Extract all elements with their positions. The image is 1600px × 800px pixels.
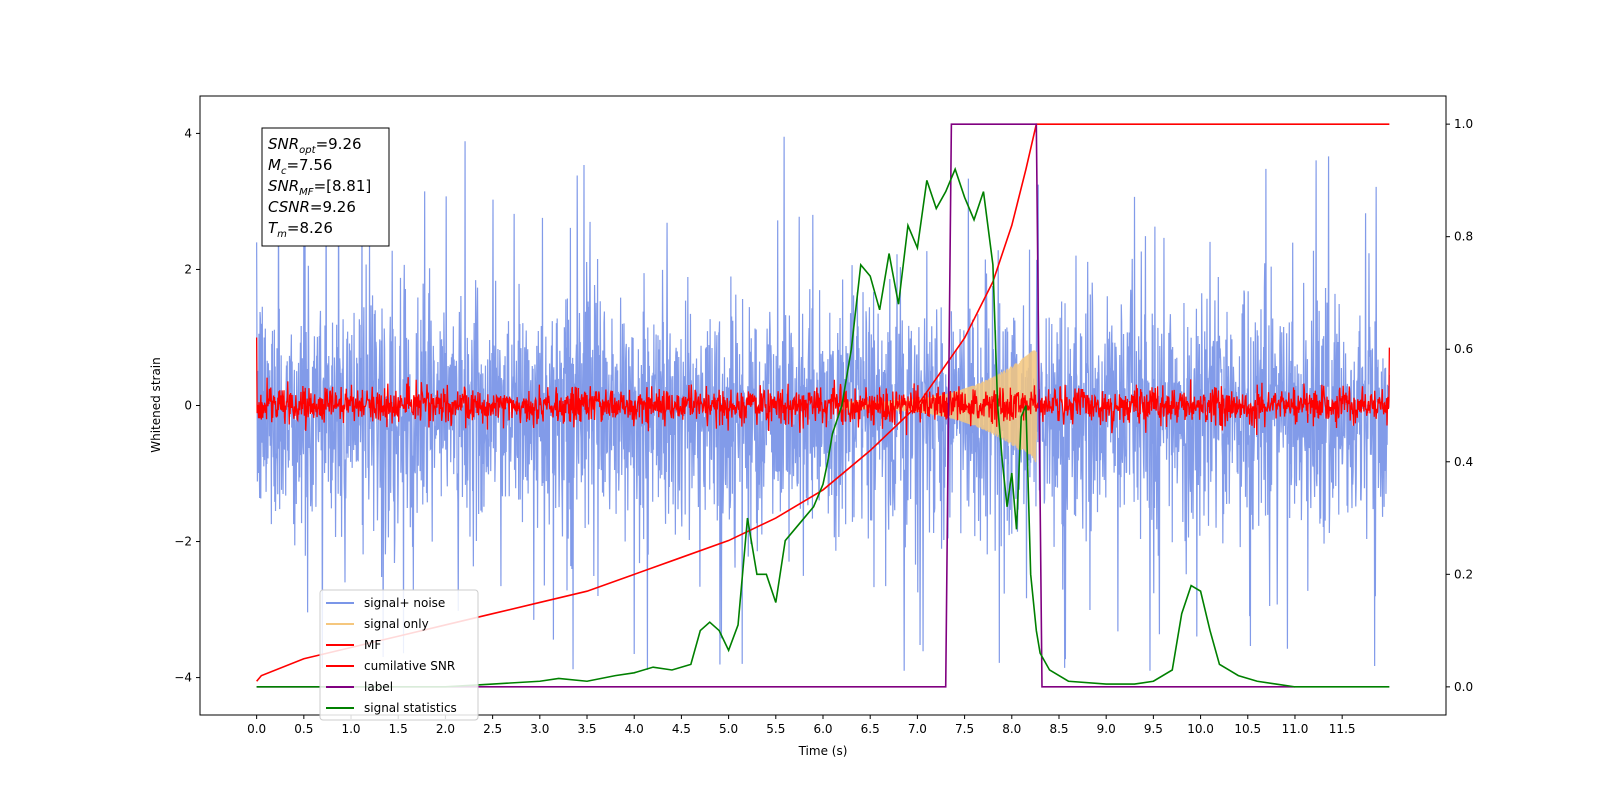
x-tick-label: 2.5 [483,722,502,736]
x-tick-label: 1.0 [341,722,360,736]
series-signal-statistics-line [256,166,1390,688]
x-tick-label: 2.0 [436,722,455,736]
x-tick-label: 6.5 [861,722,880,736]
annotation-box-frame [261,127,390,247]
x-tick-label: 10.5 [1234,722,1261,736]
y2-tick-label: 0.0 [1454,680,1473,694]
legend-label: signal+ noise [364,596,445,610]
legend-label: MF [364,638,381,652]
series-signal-noise-line [256,134,1390,671]
annotation-line: SNRMF=[8.81] [268,177,371,198]
annotation-line: CSNR=9.26 [268,198,356,216]
annotation-line: Mc=7.56 [268,156,332,177]
x-tick-label: 6.0 [813,722,832,736]
y2-tick-label: 0.6 [1454,342,1473,356]
x-tick-label: 3.5 [577,722,596,736]
legend-label: signal only [364,617,429,631]
x-tick-label: 9.0 [1097,722,1116,736]
y-tick-label: 0 [184,399,192,413]
y-tick-label: −4 [174,671,192,685]
x-tick-label: 11.0 [1282,722,1309,736]
y2-tick-label: 0.2 [1454,567,1473,581]
legend: signal+ noise signal only MF cumilative SNR… [319,589,479,721]
x-tick-label: 4.5 [672,722,691,736]
y-tick-label: −2 [174,535,192,549]
legend-label: label [364,680,393,694]
x-tick-label: 5.5 [766,722,785,736]
y-axis-right: 0.0 0.2 0.4 0.6 0.8 1.0 [1446,117,1473,694]
x-tick-label: 0.5 [294,722,313,736]
x-tick-label: 7.5 [955,722,974,736]
y-axis-label: Whitened strain [149,357,163,453]
x-tick-label: 4.0 [625,722,644,736]
x-tick-label: 8.0 [1002,722,1021,736]
series-label-line [256,123,1295,688]
y-tick-label: 4 [184,126,192,140]
x-axis-label: Time (s) [798,744,848,758]
annotation-line: SNRopt=9.26 [268,135,362,156]
x-tick-label: 5.0 [719,722,738,736]
x-tick-label: 1.5 [389,722,408,736]
y-axis-left: −4 −2 0 2 4 [174,126,200,685]
x-tick-label: 11.5 [1329,722,1356,736]
x-tick-label: 8.5 [1049,722,1068,736]
x-tick-label: 10.0 [1187,722,1214,736]
legend-label: signal statistics [364,701,457,715]
x-tick-label: 3.0 [530,722,549,736]
annotation-line: Tm=8.26 [268,219,333,240]
y2-tick-label: 0.4 [1454,455,1473,469]
x-axis: 0.0 0.5 1.0 1.5 2.0 2.5 3.0 3.5 4.0 4.5 5.0 5.5 6.0 6… [247,715,1356,736]
x-tick-label: 7.0 [908,722,927,736]
x-tick-label: 9.5 [1144,722,1163,736]
legend-label: cumilative SNR [364,659,455,673]
series-mf-line [255,337,1391,436]
y2-tick-label: 0.8 [1454,230,1473,244]
y2-tick-label: 1.0 [1454,117,1473,131]
y-tick-label: 2 [184,262,192,276]
x-tick-label: 0.0 [247,722,266,736]
legend-frame [319,589,479,721]
